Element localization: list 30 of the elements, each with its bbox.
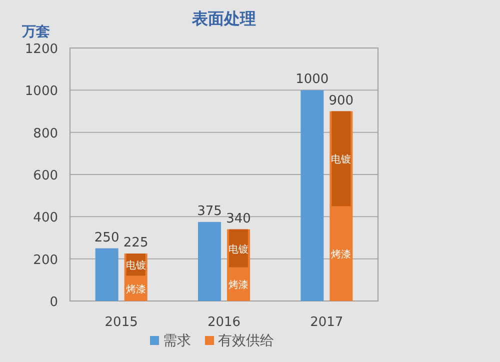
x-tick-label: 2016 <box>207 315 241 330</box>
legend-label: 需求 <box>163 333 191 349</box>
x-tick-label: 2015 <box>104 315 138 330</box>
annotation: 烤漆 <box>228 279 248 292</box>
data-label: 250 <box>94 230 120 246</box>
annotation: 电镀 <box>228 243 248 256</box>
data-label: 900 <box>328 93 354 108</box>
data-label: 1000 <box>296 72 329 88</box>
legend-label: 有效供给 <box>218 333 274 349</box>
y-tick-label: 1200 <box>24 42 58 57</box>
annotation: 电镀 <box>126 260 146 272</box>
annotation: 烤漆 <box>331 248 352 261</box>
annotation: 烤漆 <box>126 283 146 296</box>
data-label: 340 <box>226 211 251 226</box>
y-tick-label: 0 <box>50 295 58 310</box>
x-tick-label: 2017 <box>310 315 344 330</box>
bar <box>332 111 351 206</box>
y-tick-label: 1000 <box>24 84 58 100</box>
chart-title: 表面处理 <box>191 9 256 28</box>
y-tick-label: 600 <box>33 168 58 184</box>
y-tick-label: 800 <box>33 126 58 142</box>
annotation: 电镀 <box>331 154 352 166</box>
bar <box>300 90 324 301</box>
y-axis-title: 万套 <box>21 24 50 40</box>
bar <box>198 222 221 301</box>
y-tick-label: 400 <box>33 210 58 226</box>
y-tick-label: 200 <box>33 252 58 268</box>
bar <box>95 248 118 301</box>
data-label: 375 <box>197 204 222 219</box>
data-label: 225 <box>123 236 148 251</box>
